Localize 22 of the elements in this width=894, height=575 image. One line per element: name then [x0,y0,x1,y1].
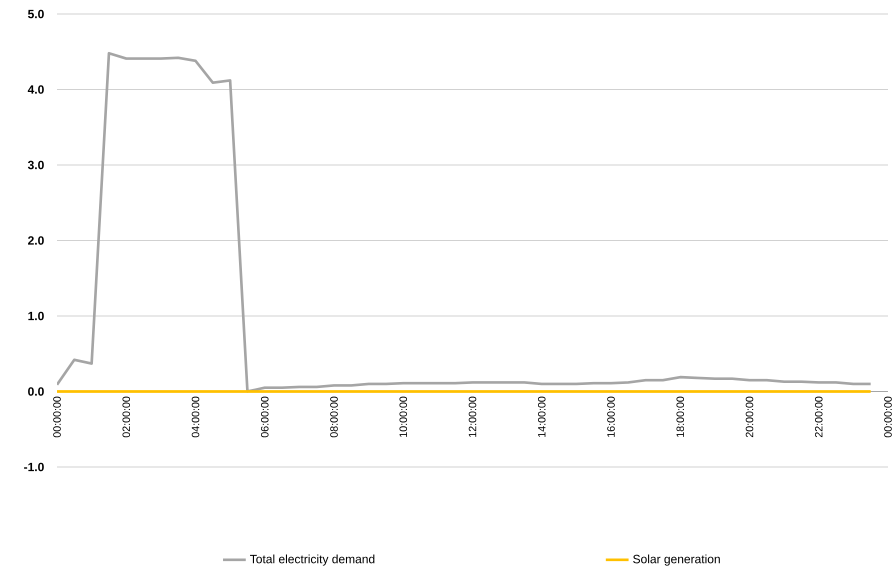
x-tick-label: 12:00:00 [468,396,476,437]
y-tick-label: 1.0 [28,312,44,320]
legend-label: Solar generation [633,554,720,566]
y-tick-label: 3.0 [28,160,44,170]
x-tick-label: 14:00:00 [538,396,546,437]
y-tick-label: 4.0 [28,85,44,94]
y-tick-label: -1.0 [24,462,44,472]
y-tick-label: 0.0 [28,387,44,396]
x-tick-label: 22:00:00 [814,396,823,438]
y-tick-label: 2.0 [28,236,44,245]
x-tick-label: 16:00:00 [607,396,615,437]
x-tick-label: 06:00:00 [260,396,269,438]
x-tick-label: 18:00:00 [676,396,684,437]
x-tick-label: 02:00:00 [122,396,130,438]
x-tick-label: 08:00:00 [330,396,338,438]
x-tick-label: 00:00:00 [53,396,61,438]
x-tick-label: 20:00:00 [746,396,754,438]
x-tick-label: 00:00:00 [884,396,892,438]
y-tick-label: 5.0 [28,10,44,18]
x-tick-label: 04:00:00 [192,396,200,438]
x-tick-label: 10:00:00 [399,396,408,437]
legend-label: Total electricity demand [250,554,374,566]
